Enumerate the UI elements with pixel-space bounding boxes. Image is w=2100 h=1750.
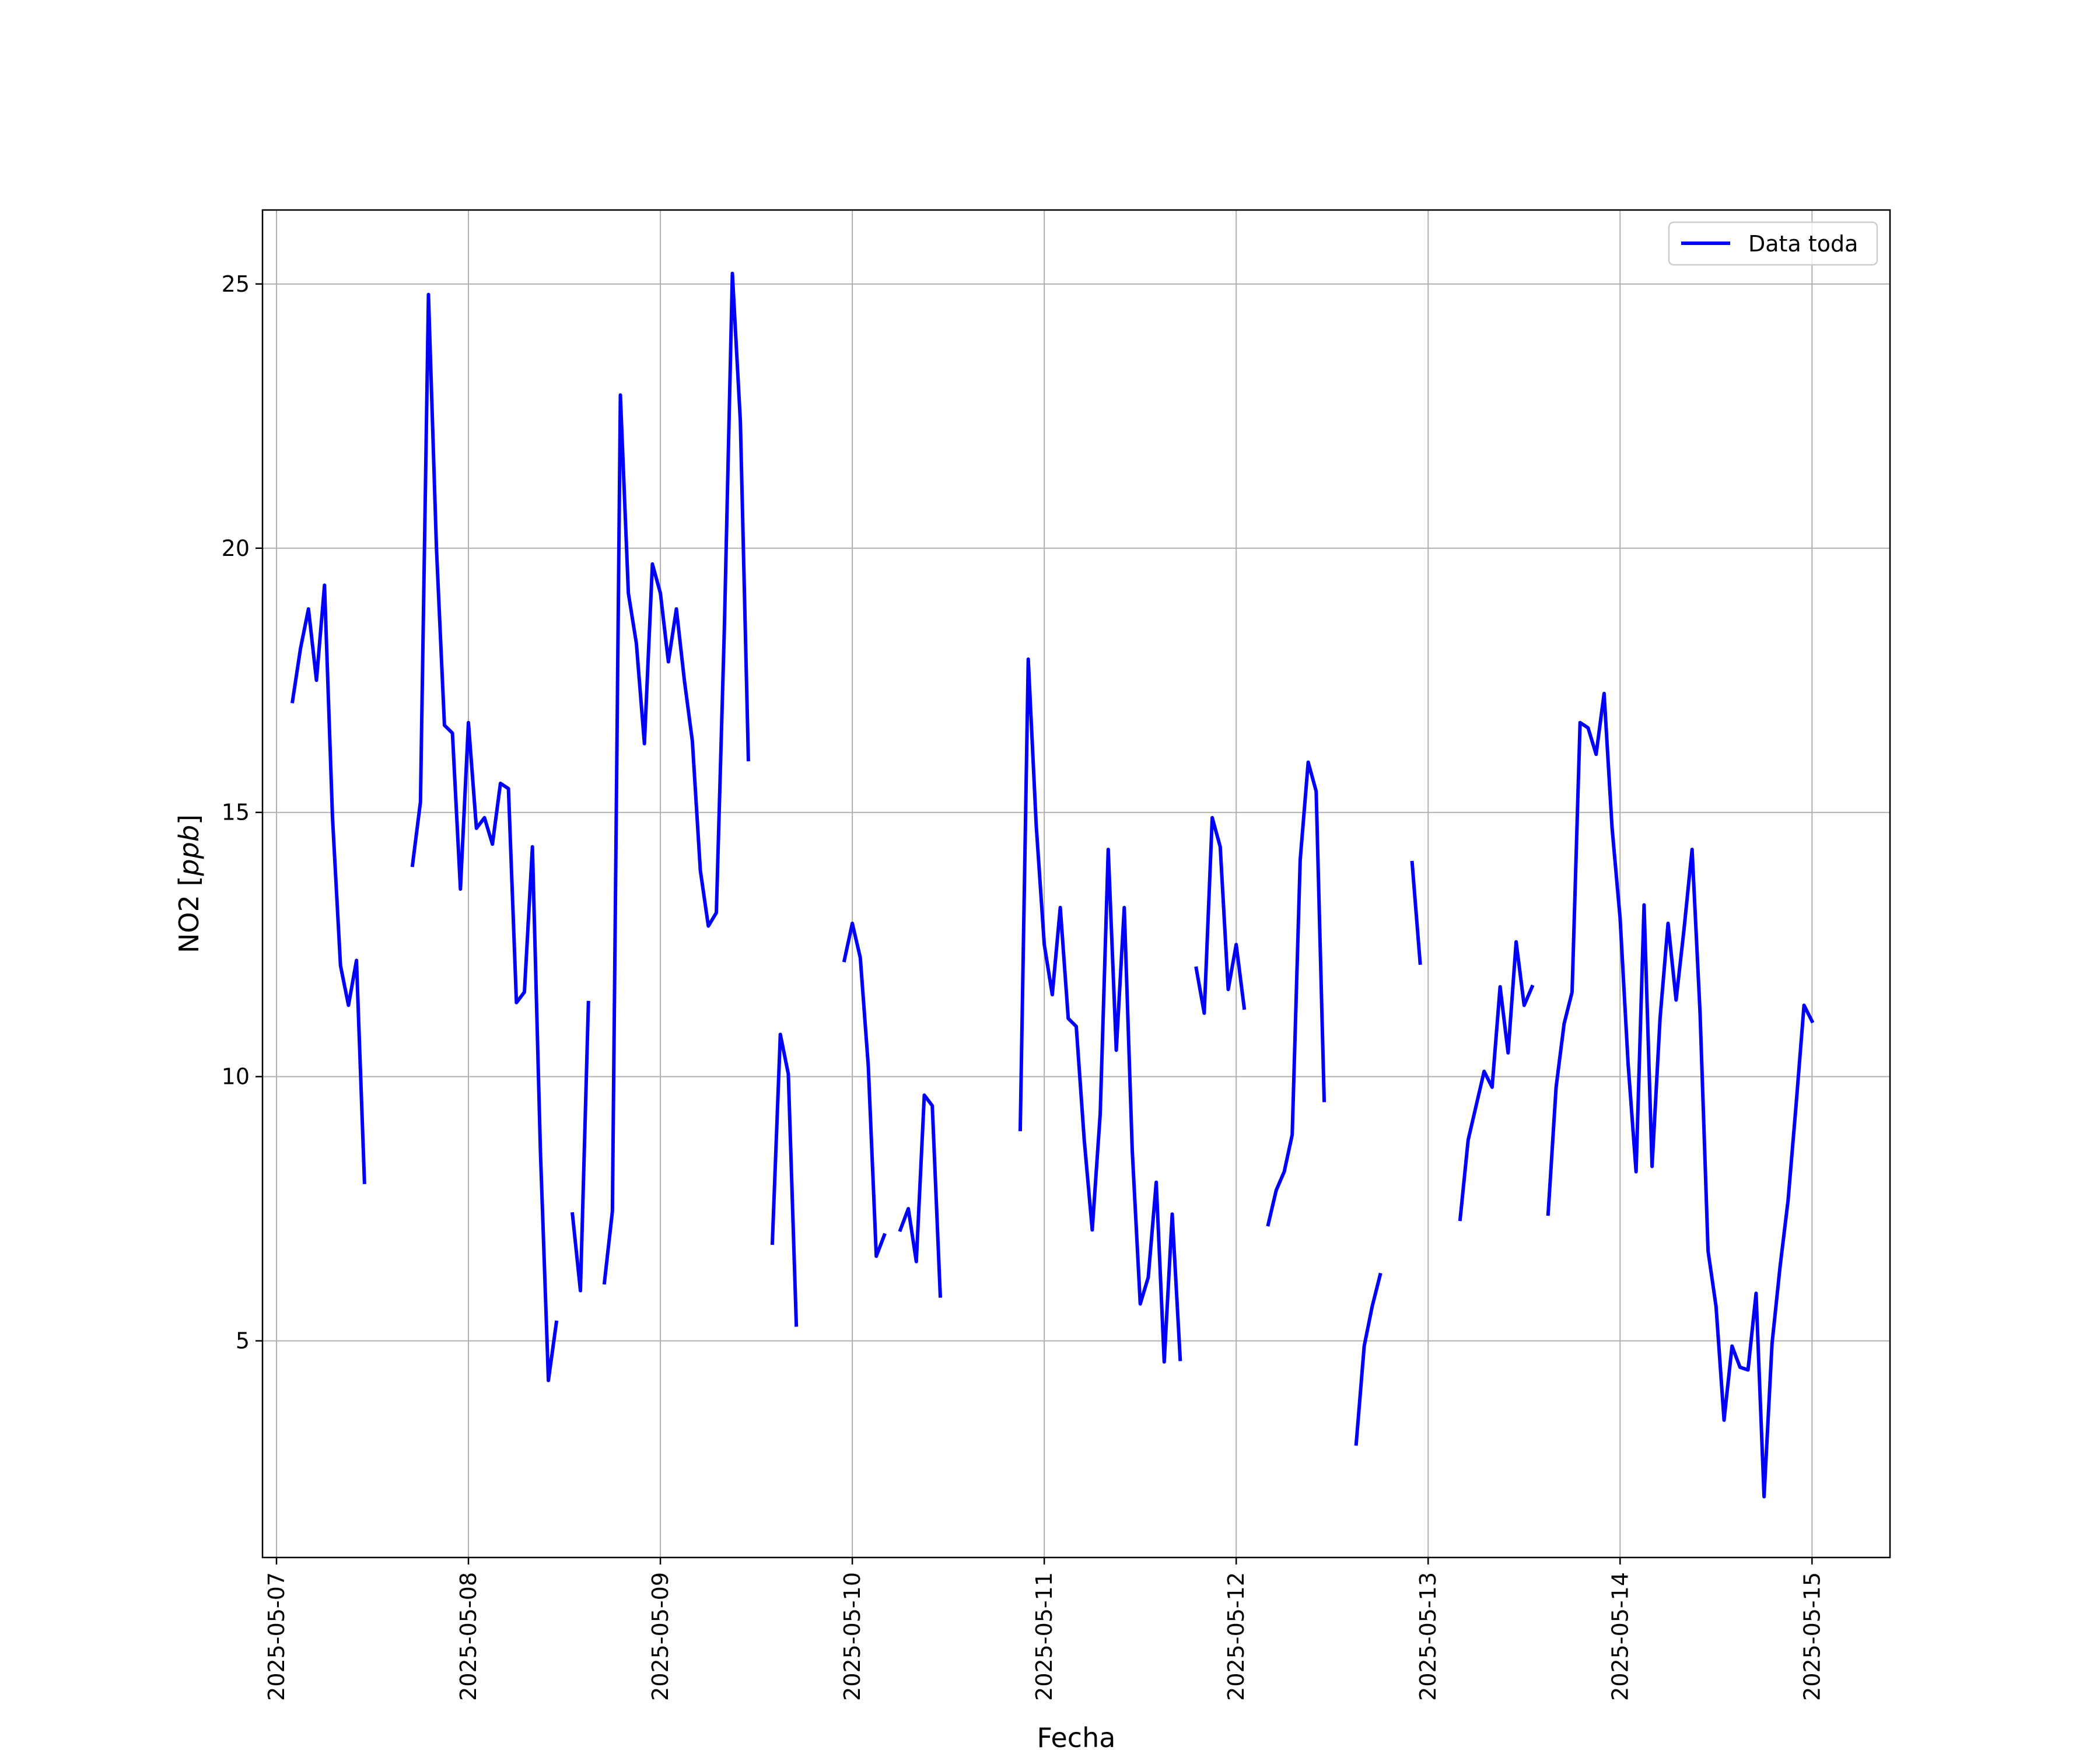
legend-box — [1668, 221, 1878, 266]
legend: Data toda — [1668, 221, 1878, 266]
grid-lines — [262, 210, 1890, 1558]
series-line-segment — [898, 1093, 943, 1298]
x-tick-label: 2025-05-09 — [648, 1572, 673, 1701]
x-axis-label: Fecha — [1037, 1722, 1116, 1750]
y-axis-ticks: 5 10 15 20 25 — [222, 271, 262, 1354]
series-line-segment — [1266, 760, 1326, 1227]
series-line-segment — [770, 1032, 799, 1327]
series-line-segment — [410, 292, 559, 1382]
y-tick-label: 5 — [236, 1328, 250, 1354]
x-tick-label: 2025-05-10 — [839, 1572, 865, 1701]
series-line-segment — [1018, 657, 1182, 1364]
x-tick-label: 2025-05-14 — [1607, 1572, 1633, 1701]
series-line-segment — [570, 1000, 590, 1293]
series-line-segment — [842, 921, 887, 1258]
x-tick-label: 2025-05-11 — [1031, 1572, 1057, 1701]
series-line-segment — [1194, 816, 1247, 1015]
y-axis-label: NO2 [ppb] — [173, 814, 205, 953]
legend-label-data-toda: Data toda — [1748, 231, 1858, 257]
series-line-segment — [602, 271, 750, 1285]
series-line-segment — [1410, 860, 1422, 965]
y-tick-label: 25 — [222, 271, 250, 297]
x-tick-label: 2025-05-12 — [1223, 1572, 1249, 1701]
series-line-segment — [1546, 691, 1815, 1499]
x-tick-label: 2025-05-08 — [456, 1572, 481, 1701]
x-tick-label: 2025-05-13 — [1415, 1572, 1441, 1701]
x-axis-ticks: 2025-05-07 2025-05-08 2025-05-09 2025-05-10… — [264, 1558, 1825, 1701]
series-line-segment — [290, 583, 366, 1184]
series-data-toda — [290, 271, 1815, 1499]
x-tick-label: 2025-05-15 — [1799, 1572, 1825, 1701]
series-line-segment — [1354, 1272, 1382, 1446]
y-tick-label: 10 — [222, 1064, 250, 1090]
y-tick-label: 20 — [222, 536, 250, 561]
y-tick-label: 15 — [222, 800, 250, 825]
plot-frame — [261, 209, 1891, 1559]
series-line-segment — [1458, 940, 1535, 1222]
x-tick-label: 2025-05-07 — [264, 1572, 289, 1701]
